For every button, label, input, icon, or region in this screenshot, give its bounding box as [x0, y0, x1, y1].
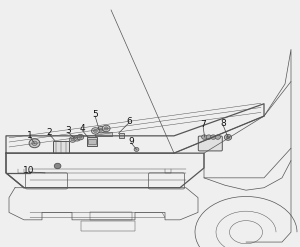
Circle shape: [69, 137, 76, 142]
Circle shape: [226, 136, 230, 139]
Text: 8: 8: [220, 119, 226, 127]
Text: 5: 5: [92, 110, 98, 119]
Circle shape: [211, 135, 216, 139]
Circle shape: [74, 136, 80, 141]
Circle shape: [97, 126, 105, 133]
Circle shape: [215, 135, 220, 139]
Text: 2: 2: [46, 128, 52, 137]
Text: 10: 10: [23, 166, 34, 175]
Circle shape: [77, 134, 84, 140]
Text: 3: 3: [65, 126, 71, 135]
Circle shape: [79, 136, 82, 139]
Circle shape: [54, 163, 61, 169]
Bar: [88, 139, 96, 144]
Circle shape: [92, 128, 99, 134]
Circle shape: [206, 135, 212, 139]
Text: 6: 6: [126, 117, 132, 125]
Text: 7: 7: [200, 120, 206, 129]
Bar: [52, 141, 69, 153]
Circle shape: [224, 134, 232, 140]
Text: 1: 1: [27, 131, 33, 140]
Circle shape: [29, 139, 40, 148]
Bar: [94, 132, 112, 136]
Bar: [118, 133, 124, 138]
Circle shape: [99, 128, 103, 131]
Circle shape: [134, 147, 139, 151]
Bar: [81, 221, 135, 231]
Circle shape: [202, 135, 207, 139]
Bar: [87, 137, 97, 146]
Text: 4: 4: [80, 124, 85, 133]
Circle shape: [32, 141, 37, 145]
Circle shape: [71, 138, 74, 141]
FancyBboxPatch shape: [198, 136, 222, 151]
Text: 9: 9: [128, 137, 134, 146]
Circle shape: [102, 125, 110, 132]
Circle shape: [94, 129, 98, 133]
Circle shape: [104, 127, 108, 130]
Circle shape: [76, 137, 79, 140]
